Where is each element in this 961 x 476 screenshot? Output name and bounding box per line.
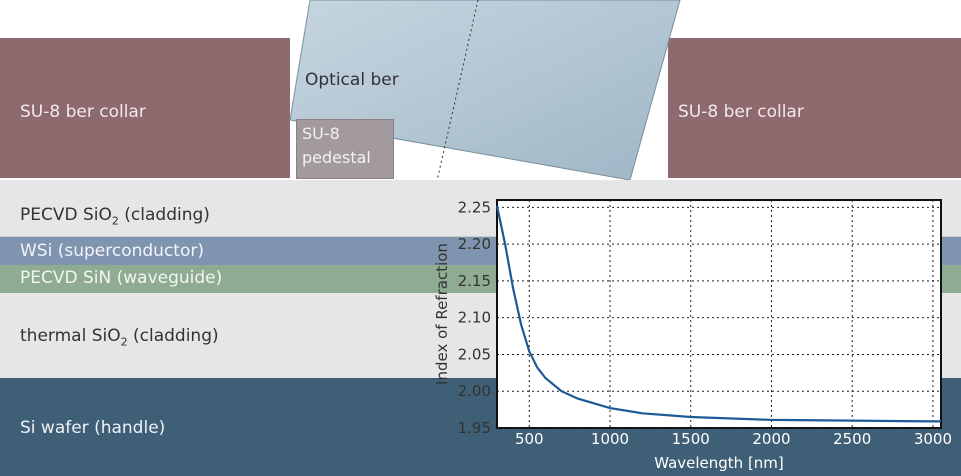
su8-pedestal: SU-8 pedestal <box>296 119 394 179</box>
sin-label: PECVD SiN (waveguide) <box>20 268 223 288</box>
y-axis-label: Index of Refraction <box>433 243 451 385</box>
series-line <box>495 205 941 423</box>
wafer-label: Si wafer (handle) <box>20 418 166 438</box>
y-tick-label: 2.25 <box>458 198 491 216</box>
x-tick-label: 1500 <box>672 430 710 448</box>
x-tick-label: 1000 <box>591 430 629 448</box>
y-tick-label: 2.00 <box>458 382 491 400</box>
x-tick-label: 2000 <box>752 430 790 448</box>
y-tick-label: 2.15 <box>458 272 491 290</box>
pecvd-sio2-label: PECVD SiO2 (cladding) <box>20 205 210 228</box>
pedestal-label-line1: SU-8 <box>302 124 340 143</box>
wsi-label: WSi (superconductor) <box>20 241 204 261</box>
y-tick-label: 2.10 <box>458 309 491 327</box>
x-tick-label: 2500 <box>833 430 871 448</box>
y-tick-label: 2.05 <box>458 345 491 363</box>
plot-background <box>496 199 942 429</box>
collar-left-label: SU-8 ber collar <box>20 102 146 122</box>
y-tick-label: 1.95 <box>458 419 491 437</box>
y-tick-label: 2.20 <box>458 235 491 253</box>
pedestal-label-line2: pedestal <box>302 148 371 167</box>
thermal-sio2-label: thermal SiO2 (cladding) <box>20 326 219 349</box>
fiber-label: Optical ber <box>305 70 399 90</box>
x-axis-label: Wavelength [nm] <box>654 454 784 472</box>
x-tick-label: 500 <box>515 430 544 448</box>
su8-collar-right: SU-8 ber collar <box>668 38 961 178</box>
su8-collar-left: SU-8 ber collar <box>0 38 290 178</box>
x-tick-label: 3000 <box>914 430 952 448</box>
collar-right-label: SU-8 ber collar <box>678 102 804 122</box>
